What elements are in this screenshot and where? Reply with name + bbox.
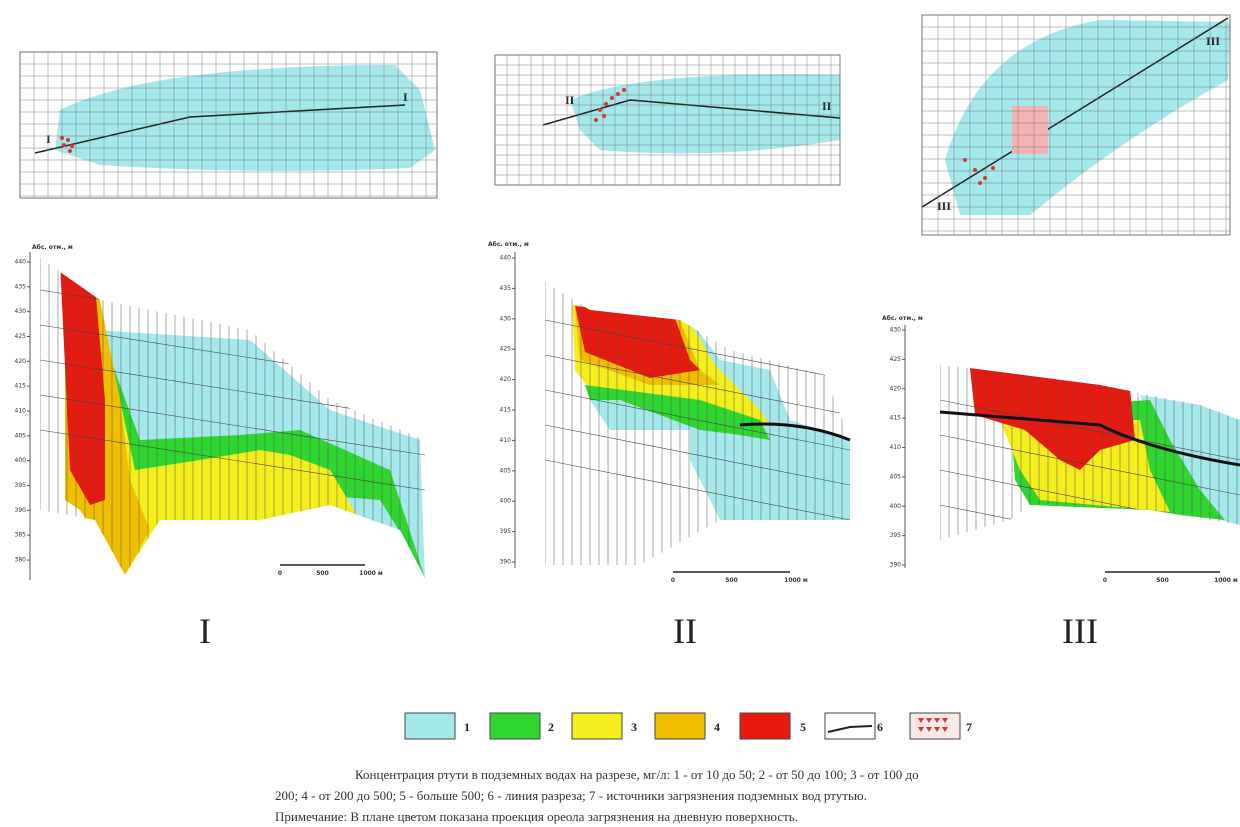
y-tick-label: 395 — [890, 532, 902, 539]
y-tick-label: 405 — [500, 467, 512, 474]
y-tick-label: 390 — [500, 559, 512, 566]
legend-label: 1 — [464, 720, 470, 734]
scale-label: 0 — [671, 577, 675, 584]
y-tick-label: 405 — [890, 473, 902, 480]
section-title: II — [673, 611, 697, 651]
figure: I I II II III III Абс. отм., м Абс. отм.… — [0, 0, 1240, 827]
y-tick-label: 395 — [500, 528, 512, 535]
y-tick-label: 410 — [890, 444, 902, 451]
y-tick-label: 400 — [15, 457, 27, 464]
y-tick-label: 425 — [500, 346, 512, 353]
legend: 1 2 3 4 5 6 7 — [405, 713, 972, 739]
scale-label: 0 — [1103, 577, 1107, 584]
y-tick-label: 440 — [15, 259, 27, 266]
scale-label: 1000 м — [784, 577, 808, 584]
y-tick-label: 425 — [15, 333, 27, 340]
y-tick-label: 415 — [15, 383, 27, 390]
y-tick-label: 410 — [15, 408, 27, 415]
y-tick-label: 425 — [890, 356, 902, 363]
y-tick-label: 435 — [500, 285, 512, 292]
section-line-label: I — [403, 90, 408, 104]
y-tick-label: 395 — [15, 482, 27, 489]
scale-label: 500 — [725, 577, 738, 584]
cross-section — [545, 280, 850, 566]
legend-label: 3 — [631, 720, 637, 734]
caption-line: Примечание: В плане цветом показана прое… — [275, 809, 798, 824]
section-title: I — [199, 611, 211, 651]
y-tick-label: 430 — [500, 315, 512, 322]
axis-label: Абс. отм., м — [882, 315, 923, 322]
contour — [940, 540, 1240, 600]
cross-section — [40, 250, 425, 580]
legend-label: 2 — [548, 720, 554, 734]
caption-line: Концентрация ртути в подземных водах на … — [355, 767, 919, 782]
plan-map: III III — [922, 15, 1230, 235]
y-tick-label: 380 — [15, 557, 27, 564]
section-title: III — [1062, 611, 1098, 651]
y-tick-label: 435 — [15, 283, 27, 290]
scale-label: 500 — [1156, 577, 1169, 584]
section-line-label: I — [46, 132, 51, 146]
y-tick-label: 420 — [500, 376, 512, 383]
scale-label: 500 — [316, 570, 329, 577]
plan-map: II II — [495, 55, 840, 185]
y-tick-label: 420 — [890, 385, 902, 392]
legend-label: 4 — [714, 720, 720, 734]
section-line-label: II — [822, 99, 832, 113]
y-tick-label: 390 — [15, 507, 27, 514]
plan-map: I I — [20, 52, 437, 198]
legend-label: 6 — [877, 720, 883, 734]
y-tick-label: 400 — [500, 498, 512, 505]
y-tick-label: 405 — [15, 432, 27, 439]
y-tick-label: 390 — [890, 562, 902, 569]
legend-label: 7 — [966, 720, 972, 734]
y-tick-label: 415 — [890, 415, 902, 422]
scale-label: 1000 м — [359, 570, 383, 577]
y-tick-label: 430 — [890, 327, 902, 334]
legend-label: 5 — [800, 720, 806, 734]
axis-label: Абс. отм., м — [32, 244, 73, 251]
cross-section — [940, 360, 1240, 600]
y-tick-label: 400 — [890, 503, 902, 510]
section-line-label: III — [937, 199, 951, 213]
y-tick-label: 385 — [15, 532, 27, 539]
caption-line: 200; 4 - от 200 до 500; 5 - больше 500; … — [275, 788, 867, 803]
section-line-label: III — [1206, 34, 1220, 48]
scale-label: 0 — [278, 570, 282, 577]
y-tick-label: 420 — [15, 358, 27, 365]
y-tick-label: 440 — [500, 255, 512, 262]
y-tick-label: 415 — [500, 407, 512, 414]
y-tick-label: 430 — [15, 308, 27, 315]
y-tick-label: 410 — [500, 437, 512, 444]
scale-label: 1000 м — [1214, 577, 1238, 584]
axis-label: Абс. отм., м — [488, 241, 529, 248]
